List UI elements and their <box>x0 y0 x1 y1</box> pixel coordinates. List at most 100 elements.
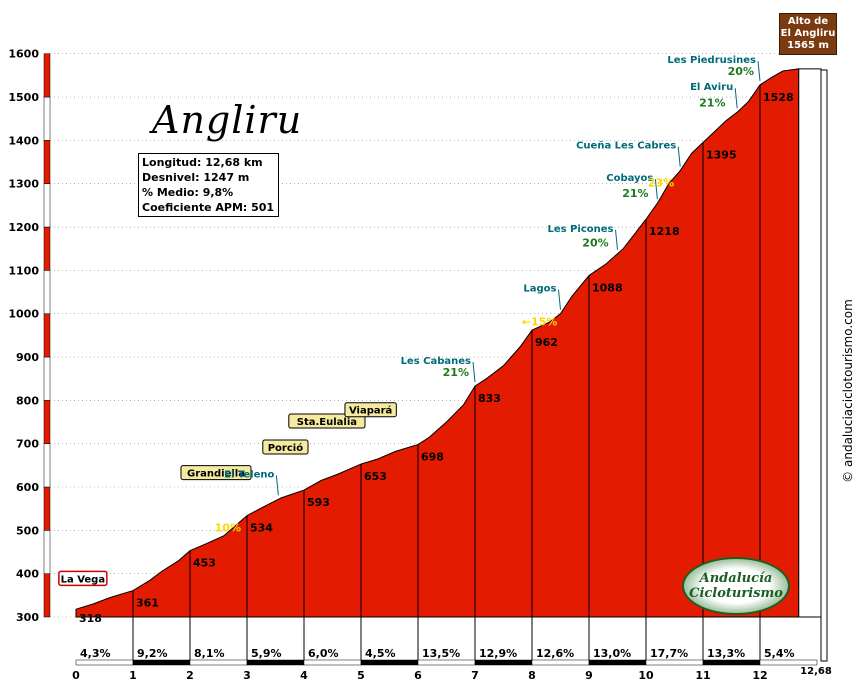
summit-line-1: Alto de <box>787 16 829 27</box>
km-elevation-label: 534 <box>250 522 273 535</box>
chart-title: Angliru <box>152 98 303 142</box>
max-gradient-label: 21% <box>699 97 725 110</box>
place-label: Lagos <box>523 284 556 295</box>
y-tick-label: 700 <box>16 438 39 451</box>
km-gradient-label: 12,6% <box>536 647 574 660</box>
y-scale-segment <box>43 53 51 98</box>
website-credit: © andaluciaciclotourismo.com <box>841 299 855 483</box>
place-label: Cueña Les Cabres <box>576 141 676 152</box>
y-scale-segment <box>43 443 51 488</box>
x-tick-label: 3 <box>243 669 251 682</box>
summit-plateau <box>798 68 822 618</box>
x-tick-label: 10 <box>638 669 654 682</box>
km-elevation-label: 1528 <box>763 91 794 104</box>
km-elevation-label: 593 <box>307 496 330 509</box>
profile-area <box>75 68 828 662</box>
km-gradient-label: 17,7% <box>650 647 688 660</box>
km-elevation-label: 1218 <box>649 225 680 238</box>
km-gradient-label: 6,0% <box>308 647 339 660</box>
x-tick-label: 0 <box>72 669 80 682</box>
y-tick-label: 300 <box>16 611 39 624</box>
km-elevation-label: 453 <box>193 557 216 570</box>
x-scale-segment <box>702 659 761 666</box>
brand-line-2: Cicloturismo <box>689 586 783 601</box>
x-scale-segment <box>588 659 647 666</box>
x-scale-segment <box>303 659 362 666</box>
summit-line-2: El Angliru <box>780 28 836 39</box>
x-tick-label: 7 <box>471 669 479 682</box>
km-elevation-label: 318 <box>79 612 102 625</box>
y-tick-label: 600 <box>16 481 39 494</box>
km-elevation-label: 1088 <box>592 282 623 295</box>
summit-label: Alto de El Angliru 1565 m <box>779 13 837 55</box>
brand-line-1: Andalucía <box>699 571 773 586</box>
place-label: Les Piedrusines <box>667 55 756 66</box>
stat-average: % Medio: 9,8% <box>142 186 234 199</box>
km-gradient-label: 12,9% <box>479 647 517 660</box>
stat-gain: Desnivel: 1247 m <box>142 171 250 184</box>
place-pointer <box>757 60 761 81</box>
km-elevation-label: 698 <box>421 451 444 464</box>
max-gradient-label: 23% <box>648 177 674 190</box>
place-label: Grandiella <box>187 469 245 480</box>
place-label: El Teleno <box>224 469 274 480</box>
y-tick-label: 800 <box>16 394 39 407</box>
x-tick-label: 11 <box>695 669 710 682</box>
km-elevation-labels: 318 361 453 534 593 653 698 833 962 1088 1218 1395 1… <box>79 91 794 625</box>
km-gradient-label: 8,1% <box>194 647 225 660</box>
stats-box: Longitud: 12,68 km Desnivel: 1247 m % Me… <box>138 153 280 217</box>
max-gradient-label: ←15% <box>522 315 558 328</box>
y-scale-segment <box>43 530 51 574</box>
place-label: Cobayos <box>606 173 653 184</box>
x-tick-label: 6 <box>414 669 422 682</box>
stat-length: Longitud: 12,68 km <box>142 156 263 169</box>
y-scale-segment <box>43 573 51 618</box>
max-gradient-label: 21% <box>622 187 648 200</box>
place-pointer <box>472 362 476 383</box>
place-label: Sta.Eulalia <box>297 417 357 428</box>
x-scale-segment <box>645 659 704 666</box>
km-gradient-label: 13,3% <box>707 647 745 660</box>
y-scale-segment <box>43 183 51 228</box>
y-scale-segment <box>43 270 51 314</box>
place-tag <box>288 413 366 429</box>
y-scale-segment <box>43 96 51 141</box>
y-tick-label: 1600 <box>8 48 39 61</box>
x-scale-segment <box>75 659 134 666</box>
max-gradient-label: 21% <box>443 366 469 379</box>
place-label: Porció <box>268 442 303 454</box>
x-scale-segment <box>132 659 191 666</box>
y-tick-label: 1400 <box>8 134 39 147</box>
brand-logo: Andalucía Cicloturismo <box>682 557 790 615</box>
place-pointer <box>654 179 658 200</box>
y-scale-segment <box>43 226 51 271</box>
x-scale-segment <box>531 659 590 666</box>
place-label: Viapará <box>349 405 392 417</box>
profile-fill <box>75 68 800 618</box>
km-elevation-label: 833 <box>478 392 501 405</box>
place-label: Les Picones <box>548 224 614 235</box>
x-scale-segment <box>417 659 476 666</box>
x-tick-label: 5 <box>357 669 365 682</box>
place-tag <box>262 439 309 455</box>
place-pointer <box>558 289 561 310</box>
y-axis-ticks: 300 400 500 600 700 800 900 1000 1100 1200 1300 140… <box>8 48 39 624</box>
stat-coefficient: Coeficiente APM: 501 <box>142 201 275 214</box>
y-tick-label: 1200 <box>8 221 39 234</box>
km-gradient-label: 13,0% <box>593 647 631 660</box>
y-tick-label: 900 <box>16 351 39 364</box>
place-labels: La Vega Grandiella Porció Sta.EulaliaViapar… <box>58 55 761 587</box>
x-scale-segment <box>189 659 248 666</box>
y-tick-label: 1500 <box>8 91 39 104</box>
place-pointer <box>677 146 681 167</box>
place-box <box>58 570 108 587</box>
y-scale-segment <box>43 400 51 444</box>
place-tag <box>344 402 397 418</box>
km-elevation-label: 1395 <box>706 149 737 162</box>
km-gradient-label: 13,5% <box>422 647 460 660</box>
y-tick-label: 500 <box>16 524 39 537</box>
place-pointer <box>275 475 279 496</box>
y-tick-label: 1000 <box>8 308 39 321</box>
max-gradient-label: 20% <box>728 65 754 78</box>
